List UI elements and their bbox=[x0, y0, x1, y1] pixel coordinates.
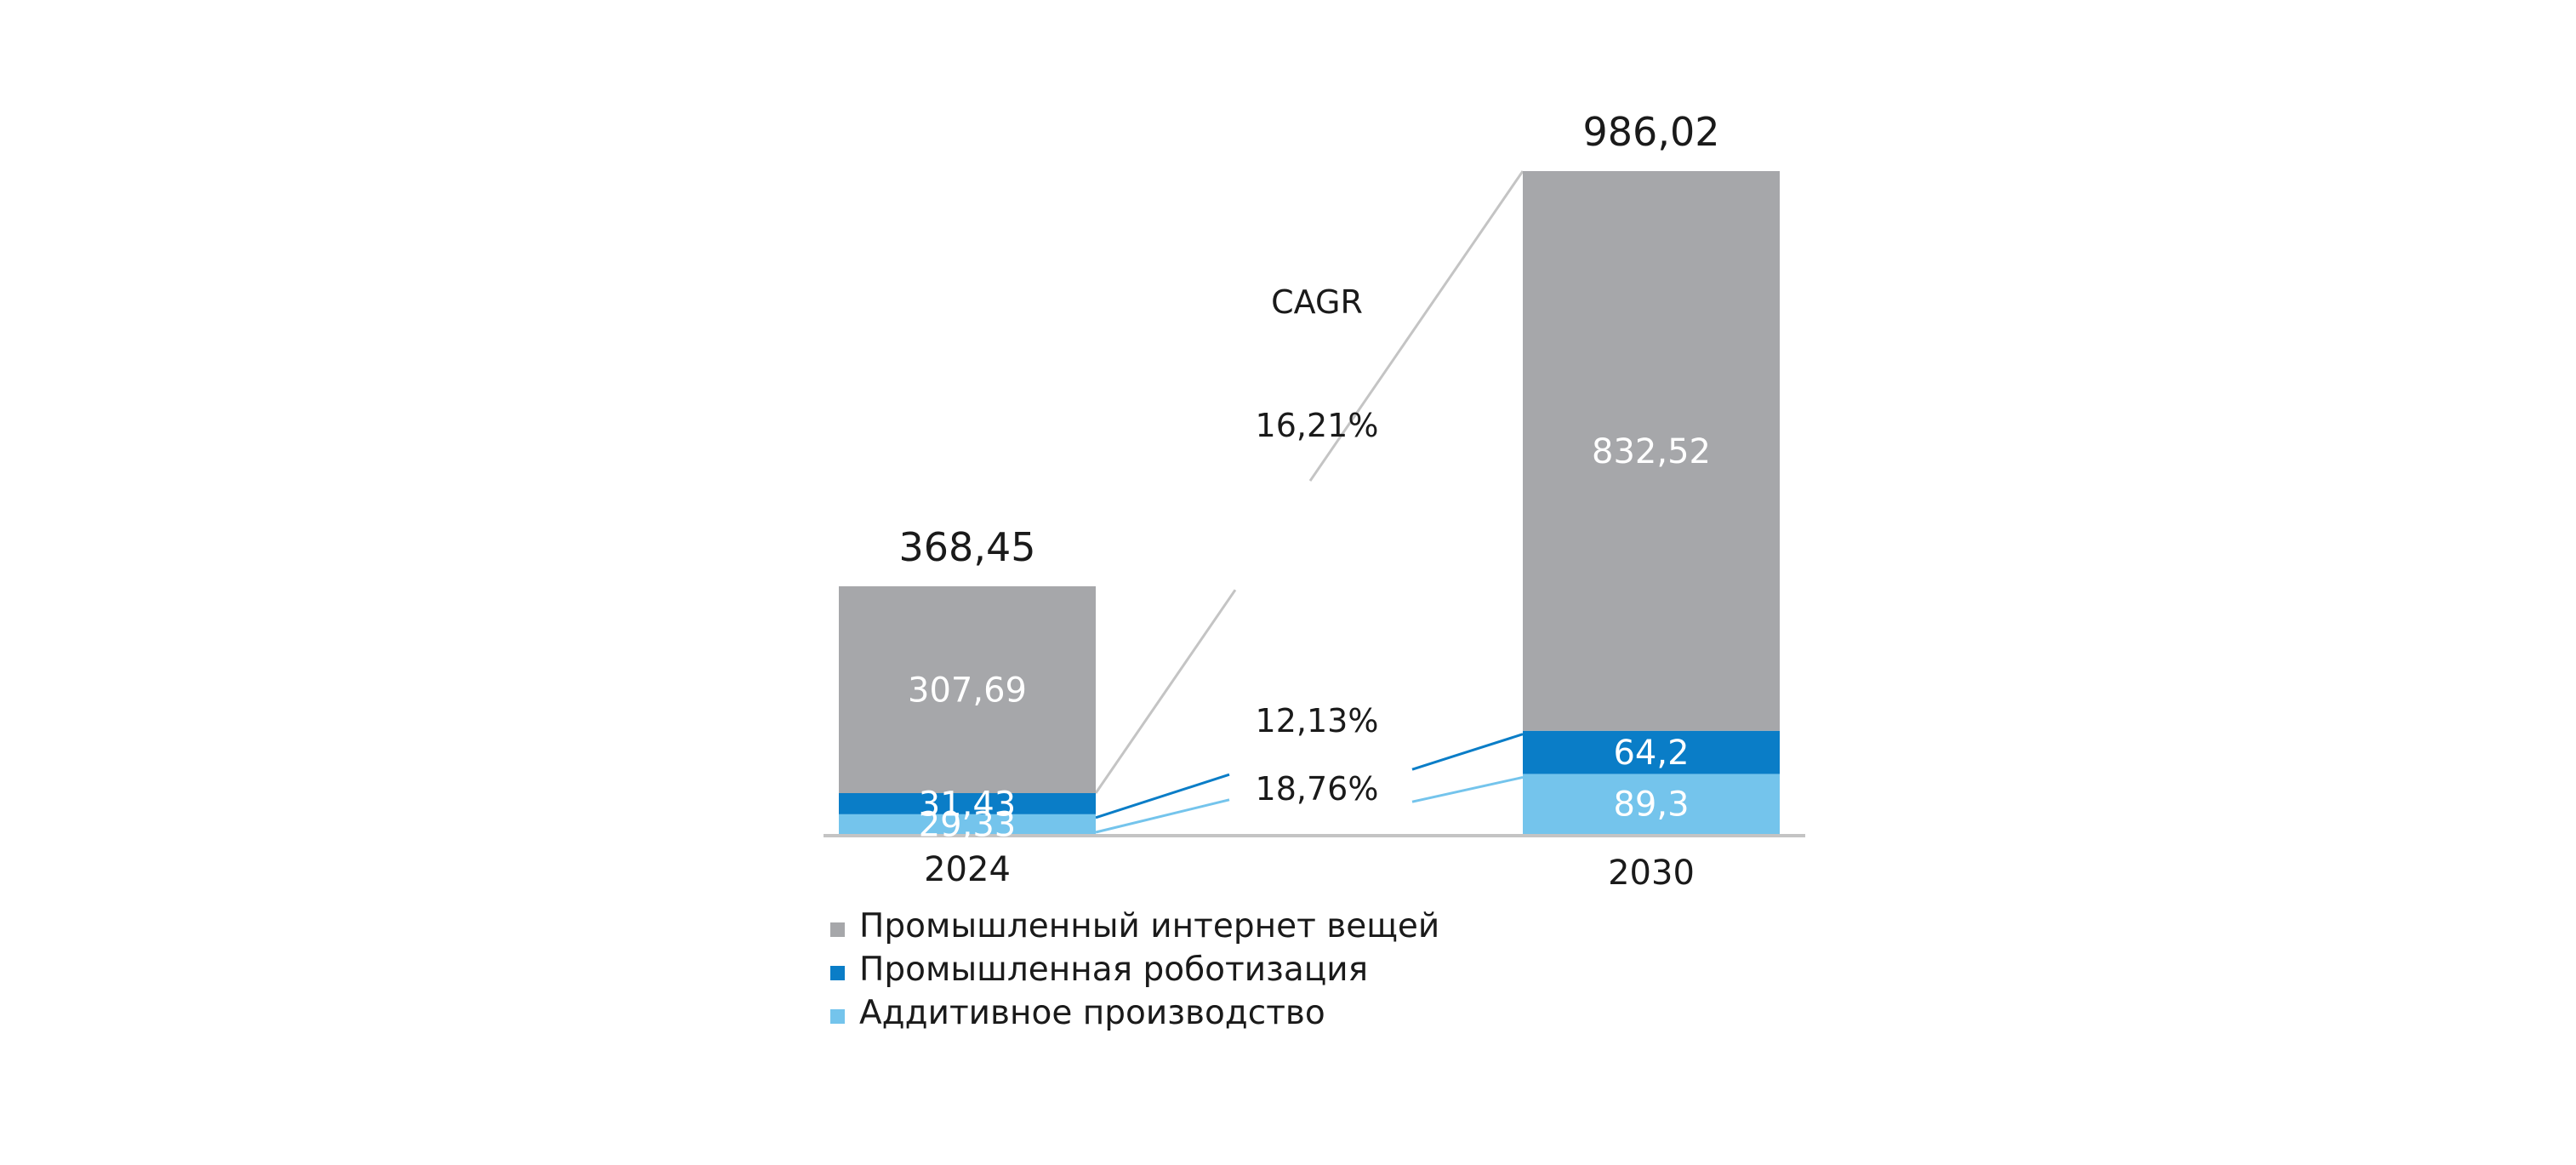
bar-segment bbox=[839, 792, 1096, 814]
cagr-title: CAGR bbox=[1271, 283, 1363, 321]
bar-segment bbox=[839, 814, 1096, 834]
bar-segment bbox=[1523, 774, 1780, 834]
segment-value-label: 64,2 bbox=[1613, 734, 1689, 773]
legend-swatch bbox=[830, 1009, 845, 1024]
segment-value-label: 29,33 bbox=[919, 805, 1017, 844]
cagr-connector-line bbox=[1411, 733, 1524, 771]
cagr-connector-line bbox=[1411, 775, 1524, 803]
cagr-connector-line bbox=[1094, 589, 1237, 794]
legend-swatch bbox=[830, 966, 845, 980]
segment-value-label: 832,52 bbox=[1592, 432, 1711, 471]
cagr-value: 16,21% bbox=[1256, 407, 1379, 444]
segment-value-label: 31,43 bbox=[919, 785, 1017, 824]
cagr-connector-line bbox=[1095, 773, 1230, 819]
cagr-value: 12,13% bbox=[1256, 702, 1379, 740]
cagr-block: CAGR 16,21% 12,13% 18,76% bbox=[1256, 283, 1379, 808]
legend-label: Промышленный интернет вещей bbox=[859, 907, 1439, 945]
bar-segment bbox=[839, 585, 1096, 793]
category-label: 2024 bbox=[924, 850, 1011, 889]
cagr-connectors bbox=[1094, 170, 1525, 834]
legend-swatch bbox=[830, 922, 845, 937]
legend-label: Промышленная роботизация bbox=[859, 951, 1368, 989]
total-value-label: 986,02 bbox=[1583, 109, 1720, 155]
bars bbox=[839, 171, 1780, 834]
cagr-connector-line bbox=[1308, 170, 1525, 482]
category-label: 2030 bbox=[1608, 854, 1695, 893]
segment-value-label: 89,3 bbox=[1613, 785, 1689, 825]
cagr-connector-line bbox=[1095, 798, 1230, 834]
legend: Промышленный интернет вещей Промышленная … bbox=[830, 907, 1439, 1032]
total-value-label: 368,45 bbox=[899, 524, 1036, 570]
bar-segment bbox=[1523, 171, 1780, 731]
bar-segment bbox=[1523, 730, 1780, 774]
segment-value-label: 307,69 bbox=[908, 671, 1027, 710]
cagr-value: 18,76% bbox=[1256, 770, 1379, 808]
legend-label: Аддитивное производство bbox=[859, 994, 1325, 1032]
